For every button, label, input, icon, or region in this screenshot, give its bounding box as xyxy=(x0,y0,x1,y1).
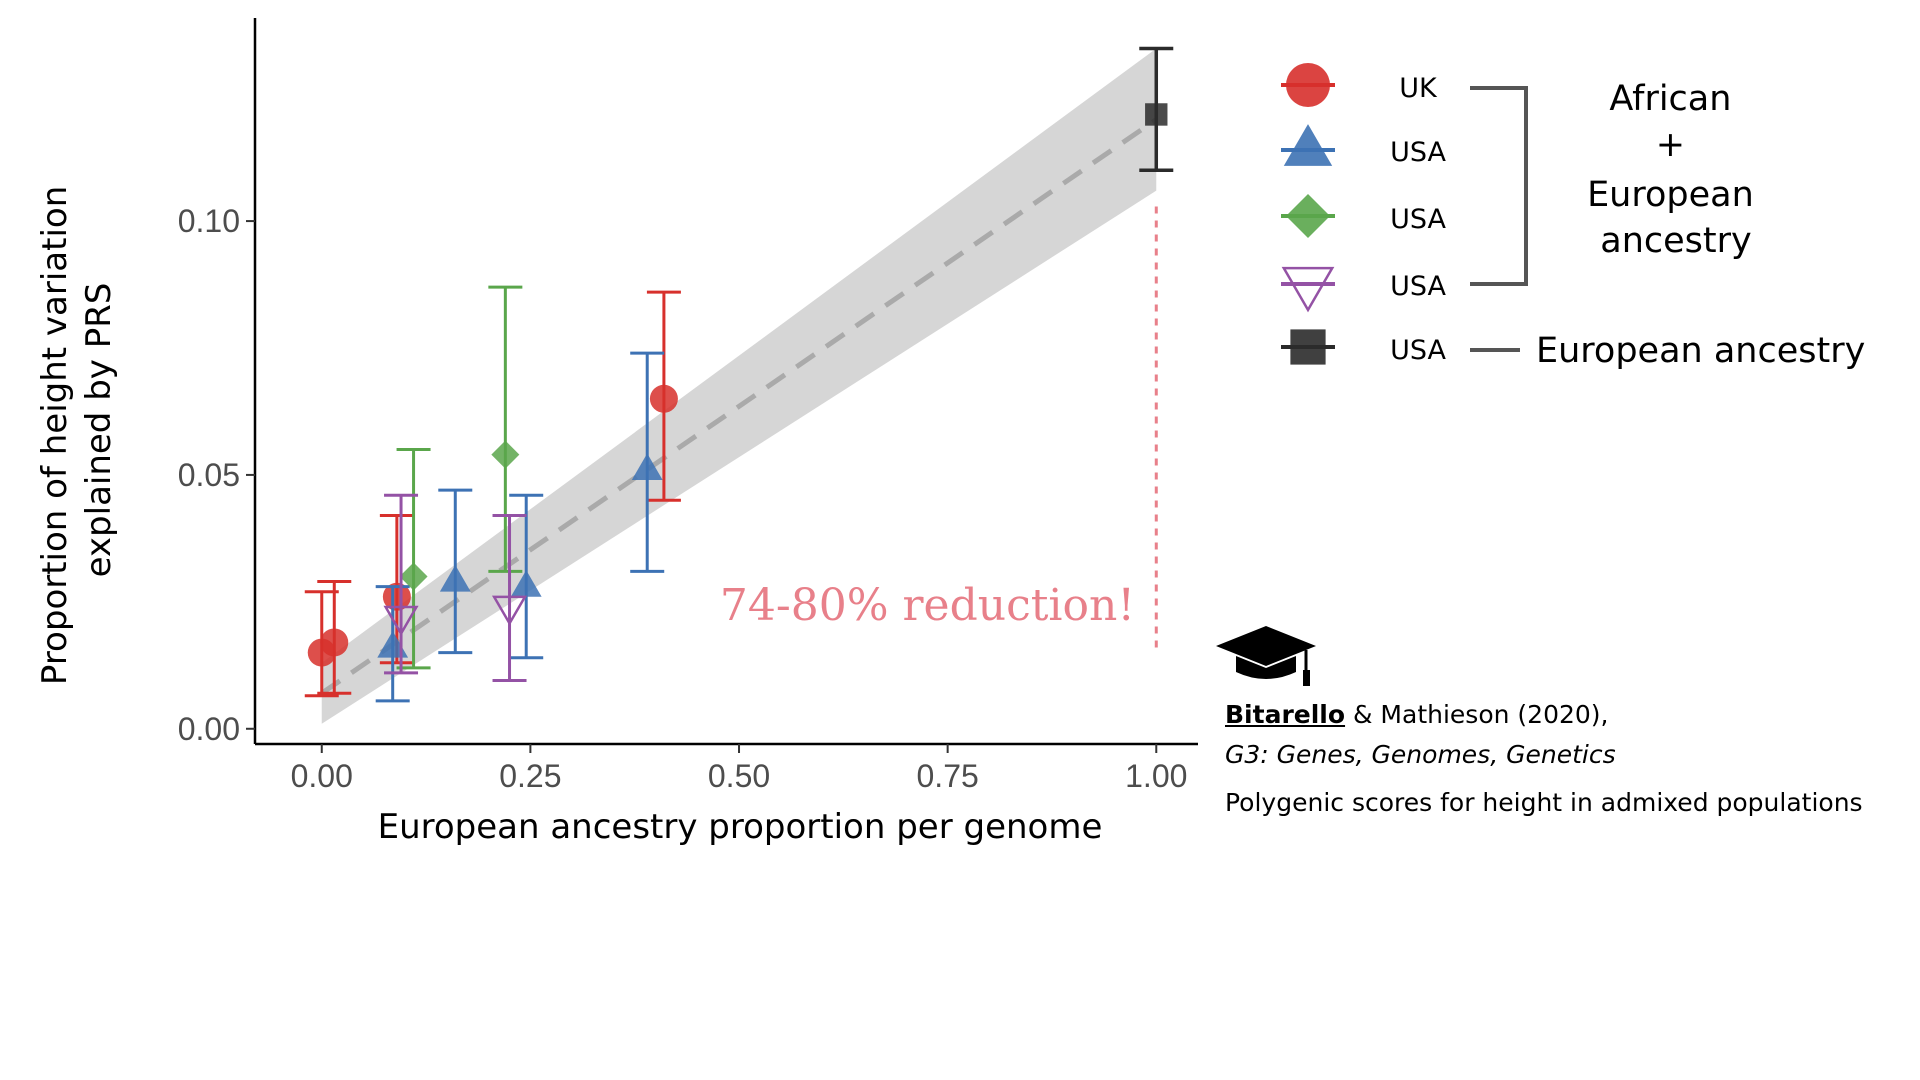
x-tick-label: 0.75 xyxy=(917,758,979,794)
legend-group-line-4: ancestry xyxy=(1600,221,1751,261)
reduction-annotation: 74-80% reduction! xyxy=(720,580,1135,631)
legend-key-1 xyxy=(1281,124,1335,166)
legend-markers xyxy=(1281,63,1335,365)
legend-key-marker xyxy=(1290,329,1326,365)
y-axis-title-line-2: explained by PRS xyxy=(79,283,119,578)
legend-label-usa-3: USA xyxy=(1390,271,1446,302)
citation-title: Polygenic scores for height in admixed p… xyxy=(1225,788,1863,817)
point-usa3-0 xyxy=(383,605,419,637)
legend-key-marker xyxy=(1286,194,1330,238)
legend-label-uk: UK xyxy=(1399,73,1438,104)
y-tick-label: 0.10 xyxy=(178,203,240,239)
x-tick-label: 0.00 xyxy=(291,758,353,794)
point-usa2-1 xyxy=(491,440,520,469)
legend-label-usa-2: USA xyxy=(1390,204,1446,235)
legend-group-line-2: + xyxy=(1656,125,1685,165)
x-tick-label: 0.25 xyxy=(499,758,561,794)
citation-first-author: Bitarello xyxy=(1225,700,1346,729)
legend-group-line-3: European xyxy=(1587,175,1754,215)
series-usa3 xyxy=(383,493,528,683)
citation-rest: & Mathieson (2020), xyxy=(1345,700,1609,729)
point-usa1-1 xyxy=(439,565,471,592)
y-tick-label: 0.05 xyxy=(178,457,240,493)
point-uk-3 xyxy=(649,384,678,413)
y-tick-label: 0.00 xyxy=(178,711,240,747)
point-usa4-0 xyxy=(1145,103,1168,126)
point-uk-1 xyxy=(320,628,349,657)
graduation-cap-icon xyxy=(1210,624,1322,692)
legend-key-4 xyxy=(1281,329,1335,365)
legend-bracket xyxy=(1470,86,1528,286)
point-usa1-3 xyxy=(631,453,663,480)
legend-label-usa-1: USA xyxy=(1390,137,1446,168)
confidence-band-layer xyxy=(321,48,1157,724)
x-tick-label: 0.50 xyxy=(708,758,770,794)
error-bar-usa2-1 xyxy=(488,285,523,573)
point-usa3-1 xyxy=(491,595,528,626)
x-axis-title: European ancestry proportion per genome xyxy=(378,807,1103,847)
legend-key-marker xyxy=(1283,124,1333,166)
citation-journal: G3: Genes, Genomes, Genetics xyxy=(1225,740,1616,769)
y-axis-title: Proportion of height variation explained… xyxy=(35,175,119,685)
legend-group-line-1: African xyxy=(1609,79,1731,119)
legend-key-marker xyxy=(1281,266,1335,313)
error-bar-usa3-0 xyxy=(384,493,419,675)
legend-group-european: European ancestry xyxy=(1536,331,1865,371)
citation-authors: Bitarello & Mathieson (2020), xyxy=(1225,700,1609,729)
legend-label-usa-4: USA xyxy=(1390,335,1446,366)
legend-key-3 xyxy=(1281,266,1335,313)
legend-group-admixed: African + European ancestry xyxy=(1587,79,1765,261)
fit-line xyxy=(320,117,1158,696)
x-tick-label: 1.00 xyxy=(1125,758,1187,794)
axes-layer: 0.00 0.25 0.50 0.75 1.00 0.00 0.05 0.10 xyxy=(178,18,1198,794)
fit-line-layer xyxy=(320,117,1158,696)
legend-key-marker xyxy=(1286,63,1330,107)
legend: UK USA USA USA USA African + European an… xyxy=(1281,63,1865,371)
marks-layer xyxy=(304,46,1174,703)
legend-key-0 xyxy=(1281,63,1335,107)
point-usa2-0 xyxy=(399,562,428,591)
point-uk-2 xyxy=(382,582,411,611)
legend-key-2 xyxy=(1281,194,1335,238)
confidence-band xyxy=(321,48,1157,724)
series-usa4 xyxy=(1139,46,1174,173)
series-uk xyxy=(304,290,681,698)
point-usa1-2 xyxy=(510,570,542,597)
y-axis-title-line-1: Proportion of height variation xyxy=(35,186,75,685)
